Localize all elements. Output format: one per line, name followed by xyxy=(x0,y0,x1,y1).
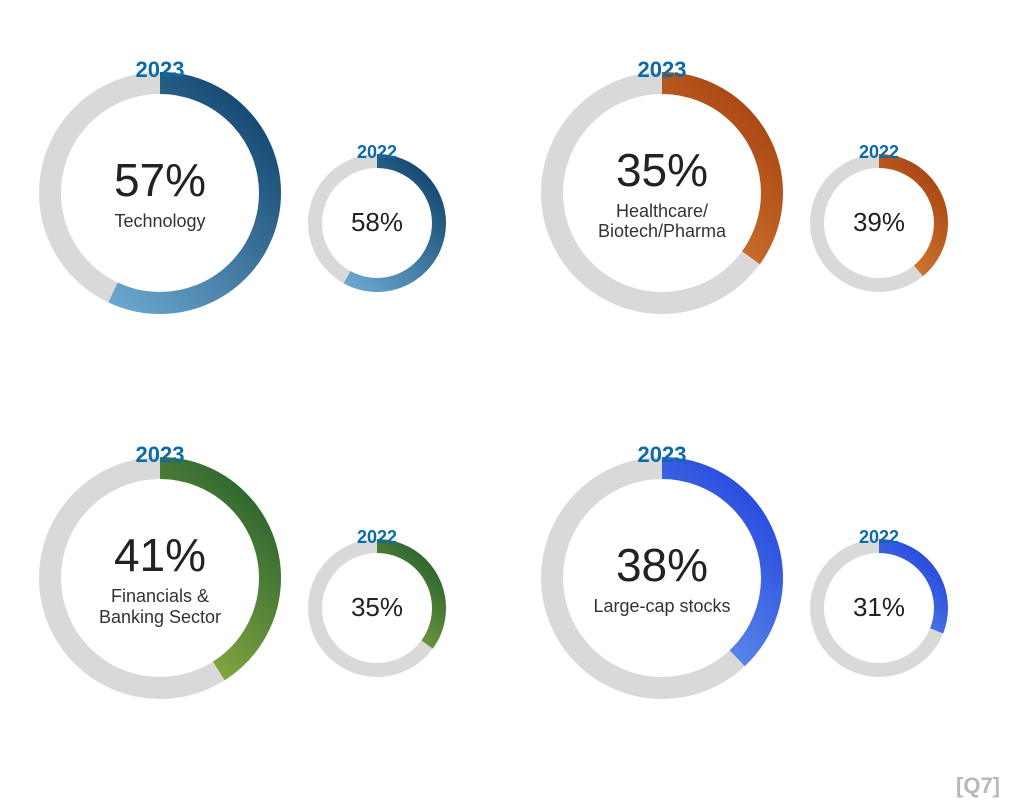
small-pct-1: 39% xyxy=(853,208,905,238)
big-pct-1: 35% xyxy=(616,144,708,197)
footer-question-tag: [Q7] xyxy=(956,773,1000,799)
small-pct-0: 58% xyxy=(351,208,403,238)
category-label-3: Large-cap stocks xyxy=(593,596,730,617)
donut-small-2: 2022 35% xyxy=(302,533,452,683)
big-pct-3: 38% xyxy=(616,539,708,592)
category-label-1: Healthcare/Biotech/Pharma xyxy=(598,201,726,242)
big-pct-0: 57% xyxy=(114,154,206,207)
donut-small-3: 2022 31% xyxy=(804,533,954,683)
donut-big-0: 2023 57% Technology xyxy=(30,63,290,323)
donut-big-2: 2023 41% Financials &Banking Sector xyxy=(30,448,290,708)
category-label-2: Financials &Banking Sector xyxy=(99,586,221,627)
small-pct-2: 35% xyxy=(351,593,403,623)
donut-big-3: 2023 38% Large-cap stocks xyxy=(532,448,792,708)
donut-grid: 2023 57% Technology 2022 xyxy=(0,0,1024,811)
category-label-0: Technology xyxy=(114,211,205,232)
big-pct-2: 41% xyxy=(114,529,206,582)
panel-largecap: 2023 38% Large-cap stocks 2022 xyxy=(532,406,994,752)
donut-big-1: 2023 35% Healthcare/Biotech/Pharma xyxy=(532,63,792,323)
donut-small-0: 2022 58% xyxy=(302,148,452,298)
donut-small-1: 2022 39% xyxy=(804,148,954,298)
panel-technology: 2023 57% Technology 2022 xyxy=(30,20,492,366)
panel-healthcare: 2023 35% Healthcare/Biotech/Pharma 2022 xyxy=(532,20,994,366)
small-pct-3: 31% xyxy=(853,593,905,623)
panel-financials: 2023 41% Financials &Banking Sector 2022 xyxy=(30,406,492,752)
